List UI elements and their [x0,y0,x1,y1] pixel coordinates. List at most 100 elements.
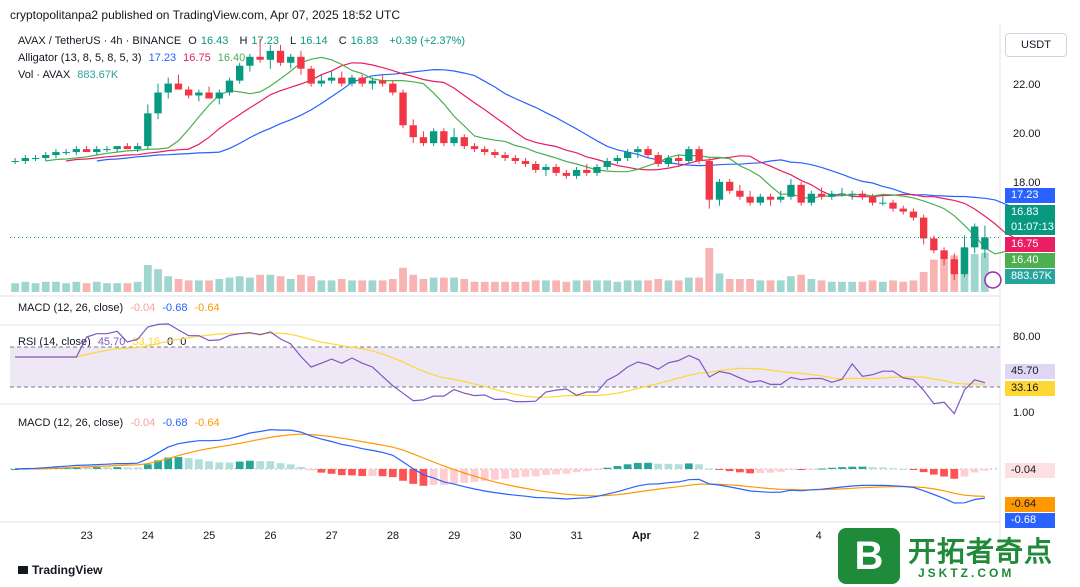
candle-body [327,77,336,81]
volume-bar [307,276,316,292]
macd-histogram-bar [950,469,959,479]
macd-histogram-bar [276,463,285,469]
macd-histogram-bar [368,469,377,477]
volume-bar [419,279,428,292]
candle-body [664,158,673,164]
candle-body [828,193,836,197]
candle-body [532,163,540,170]
macd-top-label: MACD (12, 26, close) [18,302,124,314]
macd-histogram-bar [164,457,173,469]
symbol-name[interactable]: AVAX / TetherUS · 4h · BINANCE [18,35,182,47]
candle-body [113,146,121,150]
volume-legend[interactable]: Vol · AVAX 883.67K [18,69,122,81]
rsi-legend[interactable]: RSI (14, close) 45.70 33.16 0 0 [18,336,190,348]
volume-bar [399,267,407,292]
lightning-icon [984,271,1002,289]
candle-body [236,65,244,81]
macd-histogram-bar [92,467,101,469]
candle-body [736,190,744,197]
macd-label: MACD (12, 26, close) [18,417,124,429]
volume-bar [21,281,30,292]
x-axis-label: 24 [141,530,155,542]
candle-body [246,56,254,66]
macd-histogram-bar [337,469,346,476]
volume-bar [582,280,591,292]
volume-bar [725,279,734,292]
candle-body [685,149,693,161]
volume-bar [838,281,846,292]
volume-bar [521,281,530,292]
macd-histogram-bar [664,463,673,469]
currency-button[interactable]: USDT [1005,33,1067,57]
macd-histogram-bar [674,464,683,469]
volume-bar [552,280,561,292]
high-label: H [239,35,248,47]
volume-bar [450,277,458,292]
open-value: 16.43 [200,35,229,47]
volume-tag: 883.67K [1005,269,1055,284]
x-axis-label: 3 [754,530,761,542]
macd-histogram-bar [511,469,520,478]
volume-bar [919,272,928,292]
macd-histogram-bar [725,469,734,472]
candle-body [287,56,295,63]
candle-body [368,80,377,84]
volume-bar [705,248,714,292]
volume-bar [286,279,295,292]
macd-histogram-bar [215,462,224,469]
volume-bar [297,274,305,292]
candle-body [562,172,571,176]
volume-label: Vol · AVAX [18,69,71,81]
macd-top-signal-value: -0.64 [194,302,220,314]
macd-histogram-bar [776,469,785,472]
alligator-legend[interactable]: Alligator (13, 8, 5, 8, 5, 3) 17.23 16.7… [18,52,249,64]
macd-histogram-bar [868,467,877,469]
macd-hist-tag: -0.04 [1005,463,1055,478]
volume-bar [113,283,122,292]
macd-histogram-bar [327,469,336,474]
candle-body [72,149,81,153]
macd-top-legend[interactable]: MACD (12, 26, close) -0.04 -0.68 -0.64 [18,302,224,314]
x-axis-label: 4 [815,530,822,542]
candle-body [552,166,560,173]
x-axis-label: 31 [570,530,583,542]
macd-histogram-bar [419,469,428,486]
high-value: 17.23 [251,35,279,47]
volume-bar [368,280,377,292]
candle-body [419,137,428,144]
macd-histogram-bar [450,469,458,484]
candle-body [909,211,918,218]
macd-legend[interactable]: MACD (12, 26, close) -0.04 -0.68 -0.64 [18,417,224,429]
x-axis-label: 27 [325,530,338,542]
candle-body [225,80,234,93]
candle-body [797,184,805,203]
volume-bar [501,281,509,292]
volume-bar [378,280,387,292]
alligator-teeth-value: 16.75 [183,52,211,64]
candle-body [674,158,683,161]
macd-histogram-bar [82,467,91,469]
candle-body [82,149,91,153]
macd-histogram-bar [960,469,969,477]
candle-body [521,161,530,164]
volume-bar [52,281,60,292]
macd-histogram-bar [123,467,132,469]
tradingview-brand[interactable]: TradingView [18,563,102,577]
jaw-price-tag: 17.23 [1005,188,1055,203]
volume-bar [766,280,775,292]
candle-body [777,196,785,200]
macd-tick-1: 1.00 [1013,407,1035,419]
volume-bar [164,276,173,292]
macd-histogram-bar [317,469,326,473]
candle-body [572,169,581,176]
macd-histogram-bar [460,469,469,483]
macd-histogram-bar [582,469,591,472]
x-axis-label: 2 [693,530,700,542]
candle-body [491,152,499,156]
rsi-line [15,323,986,415]
volume-bar [225,277,234,292]
volume-bar [623,280,632,292]
close-value: 16.83 [350,35,379,47]
rsi-tick-80: 80.00 [1013,331,1041,343]
